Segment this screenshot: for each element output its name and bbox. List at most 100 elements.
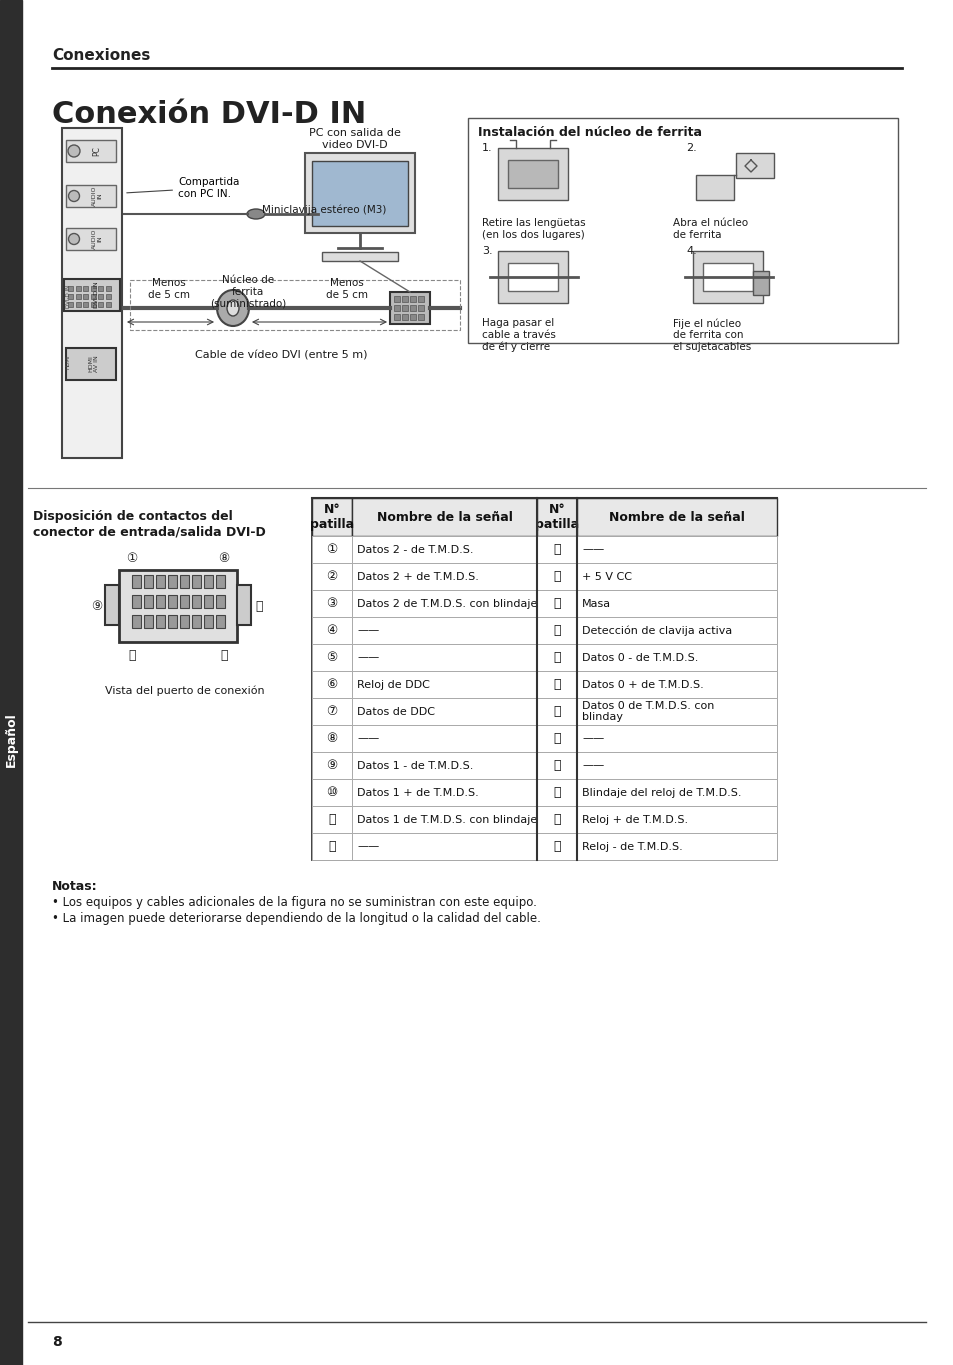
Bar	[312, 590, 352, 617]
Bar	[132, 575, 141, 588]
Bar	[68, 293, 73, 299]
Bar	[119, 571, 236, 642]
Bar	[352, 644, 537, 672]
Text: PC con salida de
video DVI-D: PC con salida de video DVI-D	[309, 128, 400, 150]
Bar	[156, 575, 165, 588]
Bar	[410, 314, 416, 319]
Bar	[417, 314, 423, 319]
Ellipse shape	[68, 145, 80, 157]
Bar	[577, 833, 776, 860]
Text: Datos 1 - de T.M.D.S.: Datos 1 - de T.M.D.S.	[356, 760, 473, 770]
Text: DVI-D IN: DVI-D IN	[66, 284, 71, 307]
Bar	[577, 498, 776, 536]
Bar	[105, 586, 119, 625]
Bar	[468, 117, 897, 343]
Text: ——: ——	[581, 733, 603, 744]
Text: HDMI
AV IN: HDMI AV IN	[89, 355, 99, 373]
Bar	[352, 536, 537, 562]
Bar	[401, 296, 408, 302]
Bar	[312, 617, 352, 644]
Bar	[702, 263, 752, 291]
Bar	[312, 725, 352, 752]
Text: Notas:: Notas:	[52, 880, 97, 893]
Bar	[735, 153, 773, 177]
Bar	[410, 296, 416, 302]
Text: ⑧: ⑧	[326, 732, 337, 745]
Bar	[577, 805, 776, 833]
Bar	[537, 833, 577, 860]
Bar	[83, 287, 88, 291]
Bar	[352, 590, 537, 617]
Text: ㉑: ㉑	[553, 759, 560, 773]
Bar	[577, 590, 776, 617]
Text: ①: ①	[126, 551, 137, 565]
Text: Datos 2 + de T.M.D.S.: Datos 2 + de T.M.D.S.	[356, 572, 478, 581]
Text: ⑪: ⑪	[328, 814, 335, 826]
Bar	[83, 302, 88, 307]
Text: Conexiones: Conexiones	[52, 48, 151, 63]
Bar	[352, 833, 537, 860]
Bar	[215, 595, 225, 607]
Text: Miniclavija estéreo (M3): Miniclavija estéreo (M3)	[262, 203, 386, 214]
Text: Datos 0 de T.M.D.S. con
blinday: Datos 0 de T.M.D.S. con blinday	[581, 700, 714, 722]
Text: Haga pasar el
cable a través
de él y cierre: Haga pasar el cable a través de él y cie…	[481, 318, 556, 352]
Bar	[312, 698, 352, 725]
Text: 3.: 3.	[481, 246, 492, 257]
Bar	[98, 287, 103, 291]
Bar	[577, 644, 776, 672]
Bar	[577, 562, 776, 590]
Bar	[144, 595, 152, 607]
Text: Vista del puerto de conexión: Vista del puerto de conexión	[105, 685, 264, 696]
Text: 8: 8	[52, 1335, 62, 1349]
Bar	[507, 263, 558, 291]
Text: AUDIO
IN: AUDIO IN	[91, 186, 102, 206]
Bar	[144, 616, 152, 628]
Bar	[352, 779, 537, 805]
Bar	[577, 617, 776, 644]
Text: ⑫: ⑫	[328, 839, 335, 853]
Text: Datos 2 - de T.M.D.S.: Datos 2 - de T.M.D.S.	[356, 545, 473, 554]
Ellipse shape	[69, 233, 79, 244]
Text: ——: ——	[356, 733, 379, 744]
Text: • Los equipos y cables adicionales de la figura no se suministran con este equip: • Los equipos y cables adicionales de la…	[52, 895, 537, 909]
Text: ⑯: ⑯	[553, 624, 560, 637]
Text: ——: ——	[356, 652, 379, 662]
Bar	[537, 536, 577, 562]
Bar	[62, 128, 122, 459]
Text: ⑥: ⑥	[326, 678, 337, 691]
Bar	[180, 595, 189, 607]
Bar	[204, 575, 213, 588]
Text: ⑩: ⑩	[326, 786, 337, 799]
Bar	[305, 153, 415, 233]
Text: PC: PC	[92, 146, 101, 156]
Text: ⑮: ⑮	[553, 597, 560, 610]
Text: ㉔: ㉔	[553, 839, 560, 853]
Text: Instalación del núcleo de ferrita: Instalación del núcleo de ferrita	[477, 126, 701, 139]
Bar	[312, 779, 352, 805]
Text: Reloj - de T.M.D.S.: Reloj - de T.M.D.S.	[581, 841, 682, 852]
Bar	[401, 304, 408, 311]
Text: N°
patilla: N° patilla	[535, 502, 578, 531]
Bar	[236, 586, 251, 625]
Bar	[537, 725, 577, 752]
Bar	[352, 672, 537, 698]
Text: Datos 1 + de T.M.D.S.: Datos 1 + de T.M.D.S.	[356, 788, 478, 797]
Bar	[692, 251, 762, 303]
Text: Compartida
con PC IN.: Compartida con PC IN.	[127, 177, 239, 199]
Bar	[577, 752, 776, 779]
Bar	[577, 698, 776, 725]
Bar	[312, 752, 352, 779]
Text: Conexión DVI-D IN: Conexión DVI-D IN	[52, 100, 366, 130]
Text: HDMI: HDMI	[66, 355, 71, 370]
Bar	[91, 293, 95, 299]
Bar	[156, 595, 165, 607]
Text: ③: ③	[326, 597, 337, 610]
Bar	[204, 616, 213, 628]
Bar	[537, 644, 577, 672]
Text: ⑬: ⑬	[553, 543, 560, 556]
Bar	[98, 293, 103, 299]
Text: ②: ②	[326, 571, 337, 583]
Bar	[192, 595, 201, 607]
Bar	[390, 292, 430, 324]
Text: ①: ①	[326, 543, 337, 556]
